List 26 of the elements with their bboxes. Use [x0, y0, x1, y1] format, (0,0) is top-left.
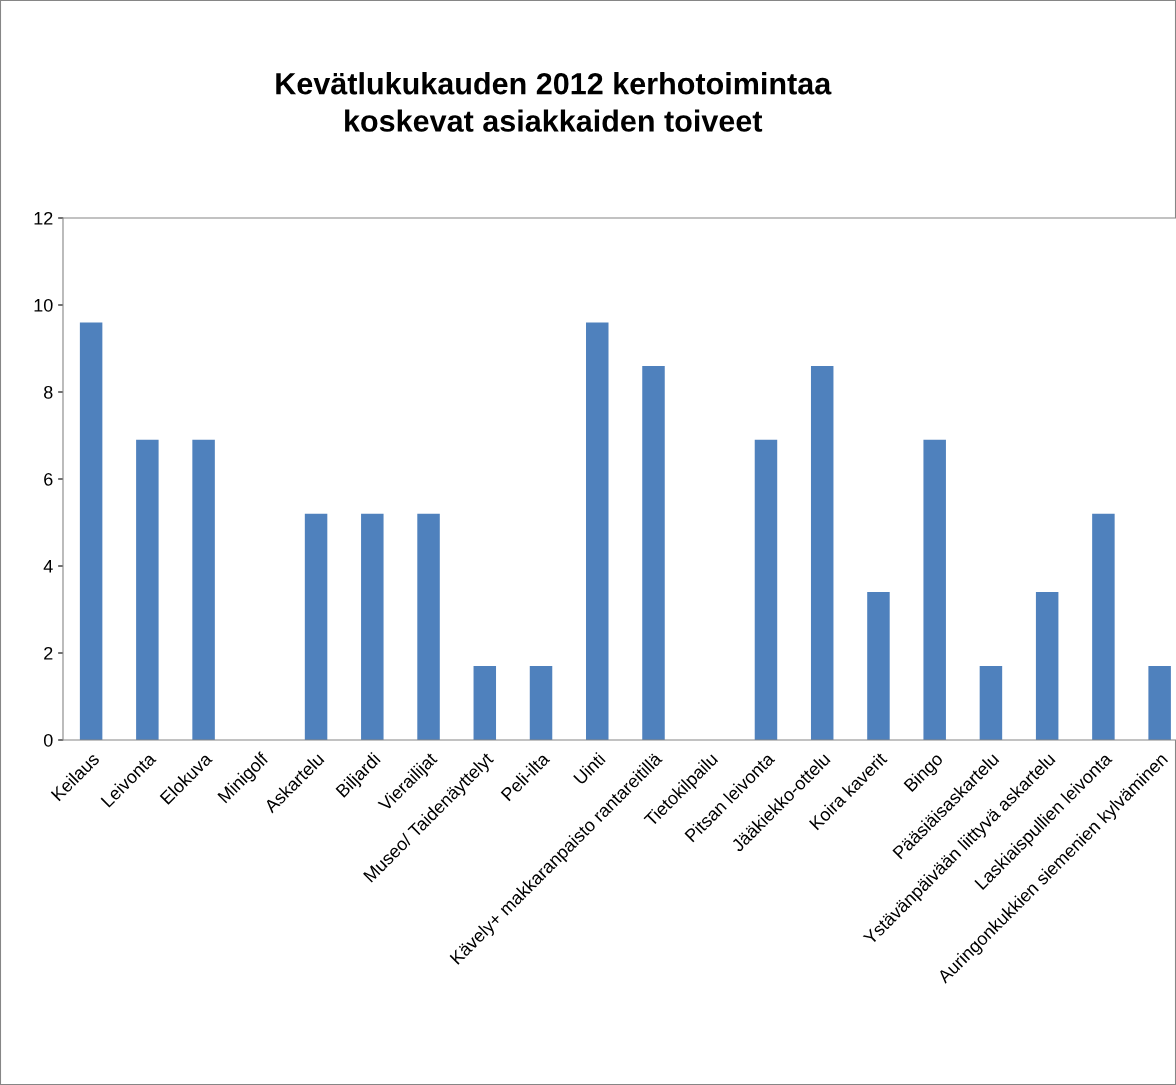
bar	[304, 513, 328, 740]
bar	[754, 439, 778, 740]
y-tick-label: 2	[44, 646, 53, 660]
y-tick-label: 12	[34, 211, 53, 225]
bar	[1092, 513, 1115, 740]
bar	[810, 365, 834, 740]
bar	[1035, 592, 1059, 740]
y-tick-label: 6	[44, 472, 53, 486]
y-tick-label: 8	[44, 385, 53, 399]
y-tick-label: 0	[43, 733, 53, 747]
bar	[136, 439, 159, 740]
bar	[642, 365, 665, 740]
bar	[529, 666, 553, 740]
bar	[979, 666, 1003, 740]
bar	[586, 322, 609, 740]
bar	[192, 439, 215, 740]
chart-title: Kevätlukukauden 2012 kerhotoimintaa koskevat asiakkaiden toiveet	[276, 72, 832, 132]
bar	[417, 513, 440, 740]
y-tick-label: 4	[43, 560, 53, 573]
bar	[867, 592, 890, 740]
bar	[1148, 666, 1171, 740]
y-tick-label: 10	[34, 298, 53, 312]
bar	[361, 513, 384, 740]
bar	[473, 666, 497, 740]
bar	[923, 439, 946, 740]
bar	[79, 322, 103, 740]
